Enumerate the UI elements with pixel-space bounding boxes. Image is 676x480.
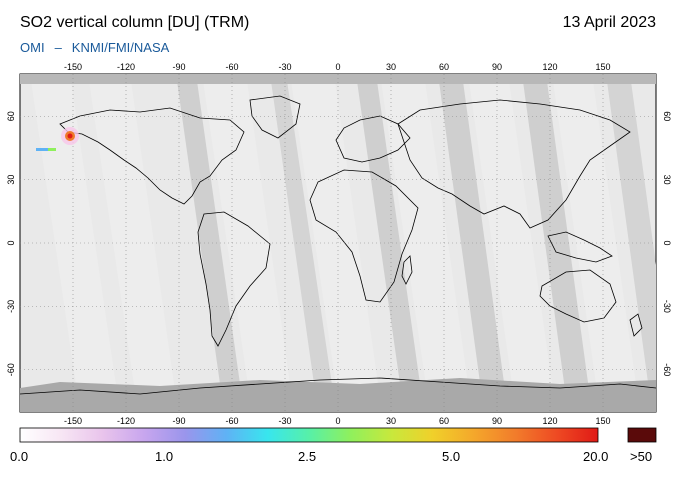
longitude-tick-label: 120 bbox=[542, 62, 557, 72]
latitude-tick-label: 60 bbox=[6, 111, 16, 121]
longitude-tick-label: 30 bbox=[386, 62, 396, 72]
longitude-tick-label: 90 bbox=[492, 62, 502, 72]
asia bbox=[397, 99, 631, 229]
map-title: SO2 vertical column [DU] (TRM) bbox=[20, 14, 250, 31]
latitude-tick-label: 0 bbox=[662, 240, 672, 245]
latitude-labels-right: 60 30 0 -30 -60 bbox=[662, 111, 672, 376]
colorbar-label-2: 2.5 bbox=[298, 449, 317, 464]
data-source: OMI – KNMI/FMI/NASA bbox=[20, 40, 169, 55]
swath-dark bbox=[356, 74, 424, 412]
latitude-tick-label: -60 bbox=[662, 363, 672, 376]
longitude-tick-label: -30 bbox=[278, 416, 291, 426]
longitude-tick-label: 150 bbox=[595, 62, 610, 72]
longitude-tick-label: -30 bbox=[278, 62, 291, 72]
swath-dark bbox=[438, 74, 508, 412]
source-separator: – bbox=[54, 40, 62, 55]
colorbar-label-max: >50 bbox=[630, 449, 653, 464]
colorbar-max-swatch bbox=[627, 427, 657, 443]
coastlines bbox=[20, 95, 656, 395]
longitude-tick-label: -120 bbox=[117, 416, 135, 426]
longitude-tick-label: -150 bbox=[64, 416, 82, 426]
colorbar-label-1: 1.0 bbox=[155, 449, 174, 464]
longitude-labels-bottom: -150 -120 -90 -60 -30 0 30 60 90 120 150 bbox=[64, 416, 611, 426]
so2-plume-core bbox=[67, 133, 73, 139]
longitude-tick-label: -60 bbox=[225, 416, 238, 426]
longitude-tick-label: 150 bbox=[595, 416, 610, 426]
longitude-tick-label: 60 bbox=[439, 62, 449, 72]
latitude-tick-label: 0 bbox=[6, 240, 16, 245]
colorbar-label-0: 0.0 bbox=[10, 449, 29, 464]
madagascar bbox=[401, 255, 413, 285]
north-america bbox=[59, 107, 245, 205]
longitude-labels-top: -150 -120 -90 -60 -30 0 30 60 90 120 150 bbox=[64, 62, 611, 72]
longitude-tick-label: 30 bbox=[386, 416, 396, 426]
latitude-tick-label: -60 bbox=[6, 363, 16, 376]
longitude-tick-label: -90 bbox=[172, 416, 185, 426]
longitude-tick-label: 60 bbox=[439, 416, 449, 426]
longitude-tick-label: -120 bbox=[117, 62, 135, 72]
africa bbox=[309, 169, 419, 303]
longitude-tick-label: 0 bbox=[335, 416, 340, 426]
longitude-tick-label: 120 bbox=[542, 416, 557, 426]
swath-dark bbox=[522, 74, 592, 412]
latitude-tick-label: 30 bbox=[6, 175, 16, 185]
source-agencies: KNMI/FMI/NASA bbox=[71, 40, 170, 55]
map-layers bbox=[20, 74, 656, 412]
swath-light bbox=[30, 74, 120, 412]
colorbar-label-3: 5.0 bbox=[442, 449, 461, 464]
longitude-tick-label: -150 bbox=[64, 62, 82, 72]
southeast-asia-islands bbox=[547, 231, 613, 263]
so2-hotspot bbox=[36, 127, 79, 151]
latitude-labels-left: 60 30 0 -30 -60 bbox=[6, 111, 16, 376]
latitude-tick-label: 30 bbox=[662, 175, 672, 185]
longitude-tick-label: -90 bbox=[172, 62, 185, 72]
colorbar bbox=[19, 427, 599, 443]
new-zealand bbox=[629, 313, 643, 337]
south-america bbox=[197, 211, 271, 347]
so2-trace bbox=[36, 148, 48, 151]
longitude-tick-label: 90 bbox=[492, 416, 502, 426]
latitude-tick-label: -30 bbox=[662, 300, 672, 313]
source-instrument: OMI bbox=[20, 40, 45, 55]
latitude-tick-label: -30 bbox=[6, 300, 16, 313]
swath-dark bbox=[606, 74, 656, 412]
longitude-tick-label: 0 bbox=[335, 62, 340, 72]
antarctica bbox=[20, 377, 656, 395]
swath-dark bbox=[270, 74, 336, 412]
greenland bbox=[249, 95, 301, 139]
swath-light bbox=[380, 74, 472, 412]
colorbar-label-4: 20.0 bbox=[583, 449, 609, 464]
map-date: 13 April 2023 bbox=[562, 14, 656, 31]
latitude-tick-label: 60 bbox=[662, 111, 672, 121]
so2-trace bbox=[48, 148, 56, 151]
europe bbox=[335, 115, 411, 163]
longitude-tick-label: -60 bbox=[225, 62, 238, 72]
australia bbox=[539, 269, 617, 323]
